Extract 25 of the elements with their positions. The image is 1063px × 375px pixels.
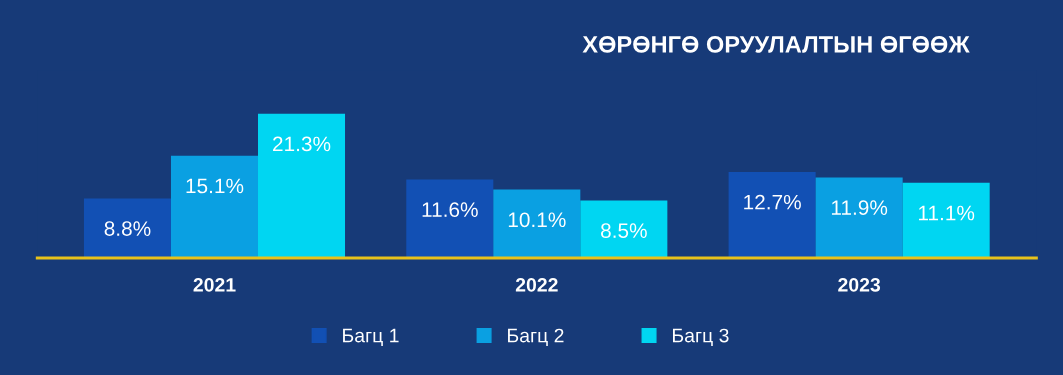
bar <box>815 177 903 258</box>
bar <box>902 182 990 258</box>
bar <box>728 172 816 258</box>
chart-title: ХӨРӨНГӨ ОРУУЛАЛТЫН ӨГӨӨЖ <box>582 36 970 53</box>
data-label: 11.6% <box>422 202 478 217</box>
bar <box>83 198 171 258</box>
x-tick-label: 2022 <box>515 277 558 292</box>
data-label: 21.3% <box>273 136 331 152</box>
x-tick-label: 2023 <box>838 277 881 292</box>
data-label: 8.5% <box>601 223 647 238</box>
data-label: 11.1% <box>919 205 975 221</box>
legend-label: Багц 1 <box>343 328 399 347</box>
data-label: 12.7% <box>744 194 801 210</box>
x-tick-label: 2021 <box>193 277 236 292</box>
bar <box>406 179 494 258</box>
data-label: 10.1% <box>508 212 566 228</box>
legend-label: Багц 3 <box>673 328 729 347</box>
bar <box>580 200 668 258</box>
bar <box>258 113 346 258</box>
bar <box>170 155 258 258</box>
legend-label: Багц 2 <box>508 328 564 347</box>
data-label: 15.1% <box>186 178 244 194</box>
data-label: 8.8% <box>104 221 151 236</box>
bar <box>493 189 581 258</box>
data-label: 11.9% <box>831 200 888 215</box>
